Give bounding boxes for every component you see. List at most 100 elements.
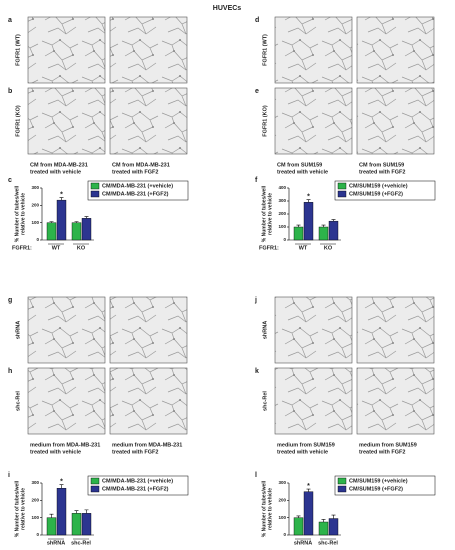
legend-label: CM/SUM159 (+vehicle) [349,183,408,189]
y-tick-label: 0 [36,532,39,537]
caption: treated with vehicle [277,449,328,455]
legend-swatch [337,190,347,198]
caption: medium from MDA-MB-231 [112,442,182,448]
y-axis-label: relative to vehicle [267,193,273,235]
bar [303,491,314,536]
row-label: FGFR1 (WT) [15,34,21,66]
x-tick-label: shc-Rel [71,540,91,546]
micrograph [109,16,188,84]
error-bar [321,519,326,522]
legend-swatch [90,182,100,190]
bar [56,488,67,536]
error-bar [331,219,336,222]
bar [71,222,82,241]
micrograph [356,296,435,364]
caption: treated with vehicle [30,169,81,175]
x-tick-label: KO [324,245,333,251]
legend-swatch [90,485,100,493]
caption: treated with FGF2 [359,169,405,175]
y-tick-label: 100 [278,224,286,229]
micrograph [274,87,353,155]
y-tick-label: 100 [31,515,39,520]
error-bar [84,509,89,514]
significance-marker: * [60,479,63,486]
bar [293,517,304,536]
significance-marker: * [307,194,310,201]
micrograph [356,367,435,435]
panel-letter: d [255,17,259,24]
legend-swatch [337,485,347,493]
y-tick-label: 200 [31,203,39,208]
bar [293,226,304,241]
bar [303,202,314,241]
legend-swatch [337,182,347,190]
panel-letter: f [255,177,258,184]
panel-letter: e [255,88,259,95]
row-label: shc-Rel [262,391,268,411]
x-tick-label: WT [52,245,61,251]
legend-swatch [90,190,100,198]
legend-box [87,475,189,496]
error-bar [74,510,79,514]
y-tick-label: 400 [278,185,286,190]
micrograph [274,16,353,84]
caption: CM from MDA-MB-231 [112,162,170,168]
figure-title: HUVECs [213,5,242,12]
x-tick-label: shc-Rel [318,540,338,546]
panel-letter: l [255,472,257,479]
y-tick-label: 200 [278,498,286,503]
legend-swatch [337,477,347,485]
panel-letter: h [8,368,12,375]
micrograph [27,16,106,84]
y-tick-label: 300 [31,185,39,190]
legend-swatch [90,477,100,485]
legend-label: CM/MDA-MB-231 (+FGF2) [102,486,169,492]
y-tick-label: 0 [283,532,286,537]
y-tick-label: 200 [31,498,39,503]
micrograph [27,296,106,364]
bar [318,521,329,536]
significance-marker: * [60,191,63,198]
y-tick-label: 200 [278,211,286,216]
y-tick-label: 300 [278,480,286,485]
micrograph [27,367,106,435]
legend-box [334,475,436,496]
bar [81,513,92,536]
micrograph [109,296,188,364]
error-bar [306,199,311,203]
y-tick-label: 300 [31,480,39,485]
panel-letter: c [8,177,12,184]
x-tick-label: shRNA [294,540,312,546]
error-bar [296,224,301,227]
caption: medium from SUM159 [277,442,335,448]
x-tick-label: WT [299,245,308,251]
bar [46,517,57,536]
panel-letter: b [8,88,12,95]
error-bar [49,513,54,518]
panel-letter: k [255,368,259,375]
legend-label: CM/SUM159 (+FGF2) [349,191,403,197]
micrograph [356,16,435,84]
legend-label: CM/MDA-MB-231 (+FGF2) [102,191,169,197]
y-tick-label: 300 [278,198,286,203]
caption: treated with vehicle [277,169,328,175]
row-label: shRNA [15,321,21,339]
y-tick-label: 100 [31,220,39,225]
micrograph [27,87,106,155]
error-bar [59,197,64,201]
y-axis-label: % Number of tubes/well [14,185,20,242]
legend-label: CM/SUM159 (+vehicle) [349,478,408,484]
error-bar [321,224,326,227]
legend-label: CM/MDA-MB-231 (+vehicle) [102,478,173,484]
category-axis-label: FGFR1: [12,245,32,251]
row-label: shc-Rel [15,391,21,411]
y-axis-label: % Number of tubes/well [261,185,267,242]
panel-letter: j [254,297,257,304]
micrograph [109,87,188,155]
caption: treated with FGF2 [112,449,158,455]
caption: treated with vehicle [30,449,81,455]
legend-label: CM/MDA-MB-231 (+vehicle) [102,183,173,189]
y-axis-label: relative to vehicle [267,488,273,530]
error-bar [306,488,311,492]
